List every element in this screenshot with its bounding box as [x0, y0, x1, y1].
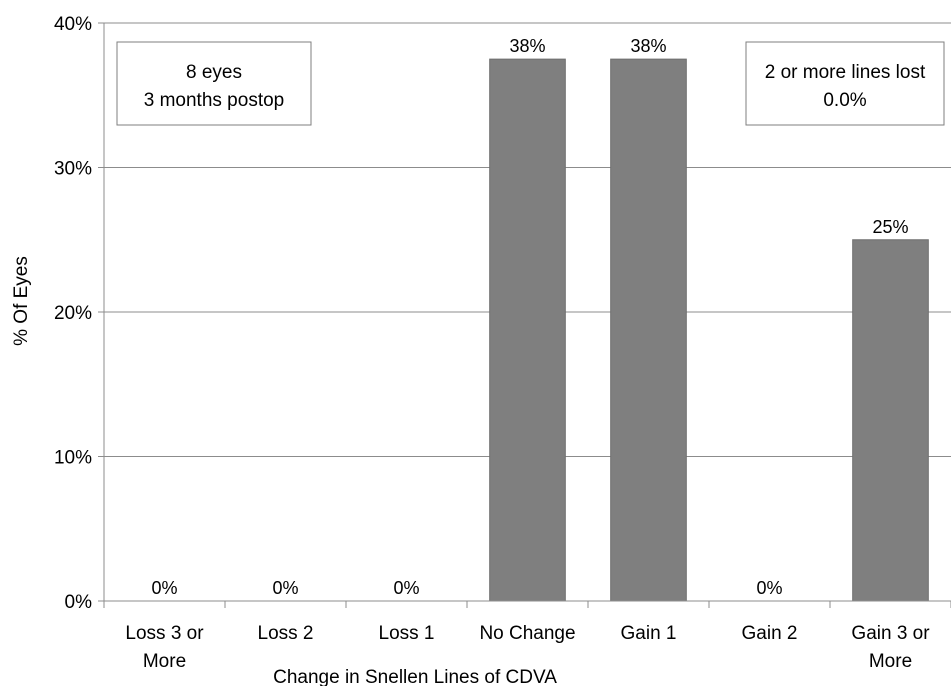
data-label: 25% [872, 217, 908, 237]
data-label: 0% [756, 578, 782, 598]
annotations: 8 eyes 3 months postop 2 or more lines los… [116, 41, 945, 126]
x-category-label: Loss 3 or More [125, 623, 204, 672]
x-category-label: Gain 2 [742, 623, 798, 644]
y-tick-label: 0% [65, 592, 93, 613]
x-category-label: No Change [479, 623, 575, 644]
y-tick-label: 40% [54, 14, 92, 35]
data-label: 0% [151, 578, 177, 598]
data-label: 0% [272, 578, 298, 598]
annotation-frame [116, 41, 312, 126]
bar [610, 58, 687, 602]
x-axis-title: Change in Snellen Lines of CDVA [273, 667, 557, 686]
x-category-label: Gain 1 [621, 623, 677, 644]
annotation-text: 2 or more lines lost 0.0% [765, 62, 926, 111]
y-axis-ticks: 0% 10% 20% 30% 40% [54, 14, 104, 613]
annotation-box: 2 or more lines lost 0.0% [745, 41, 945, 126]
data-label: 38% [630, 36, 666, 56]
data-labels: 0% 0% 0% 38% 38% 0% 25% [151, 36, 908, 598]
data-label: 38% [509, 36, 545, 56]
data-label: 0% [393, 578, 419, 598]
x-category-label: Gain 3 or More [851, 623, 930, 672]
bar [852, 239, 929, 602]
annotation-frame [745, 41, 945, 126]
bars [489, 58, 929, 602]
y-axis-title: % Of Eyes [11, 256, 32, 346]
x-axis [103, 23, 951, 608]
y-tick-label: 30% [54, 159, 92, 180]
y-tick-label: 10% [54, 448, 92, 469]
bar [489, 58, 566, 602]
x-axis-category-labels: Loss 3 or More Loss 2 Loss 1 No Change Gain 1… [125, 623, 930, 672]
x-category-label: Loss 1 [379, 623, 435, 644]
y-tick-label: 20% [54, 303, 92, 324]
annotation-box: 8 eyes 3 months postop [116, 41, 312, 126]
annotation-text: 8 eyes 3 months postop [144, 62, 284, 111]
x-category-label: Loss 2 [258, 623, 314, 644]
